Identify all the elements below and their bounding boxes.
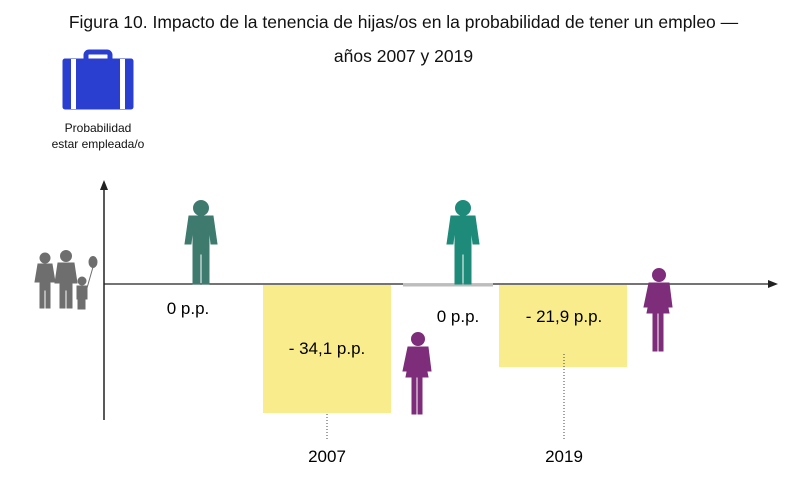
data-label-hombres-2007: 0 p.p. <box>167 299 210 318</box>
data-label-hombres-2019: 0 p.p. <box>437 307 480 326</box>
woman-icon-2019 <box>643 268 673 352</box>
y-axis-label-line1: Probabilidad <box>64 121 132 135</box>
data-label-mujeres-2019: - 21,9 p.p. <box>526 307 603 326</box>
man-icon-2019 <box>446 200 480 285</box>
x-axis-arrow <box>768 280 778 288</box>
briefcase-icon <box>62 49 134 110</box>
family-icon <box>34 250 98 310</box>
bar-mujeres-2007 <box>263 285 391 413</box>
woman-icon-2007 <box>402 332 432 415</box>
man-icon-2007 <box>184 200 218 285</box>
x-tick-label-2019: 2019 <box>545 447 583 466</box>
y-axis-label-line2: estar empleada/o <box>51 137 145 151</box>
y-axis-label: Probabilidad estar empleada/o <box>38 120 158 152</box>
y-axis-arrow <box>100 180 108 190</box>
chart-title-line1: Figura 10. Impacto de la tenencia de hij… <box>68 12 739 32</box>
chart-title-line2: años 2007 y 2019 <box>333 46 474 66</box>
data-label-mujeres-2007: - 34,1 p.p. <box>289 339 366 358</box>
bar-mujeres-2019 <box>499 285 627 368</box>
x-tick-label-2007: 2007 <box>308 447 346 466</box>
